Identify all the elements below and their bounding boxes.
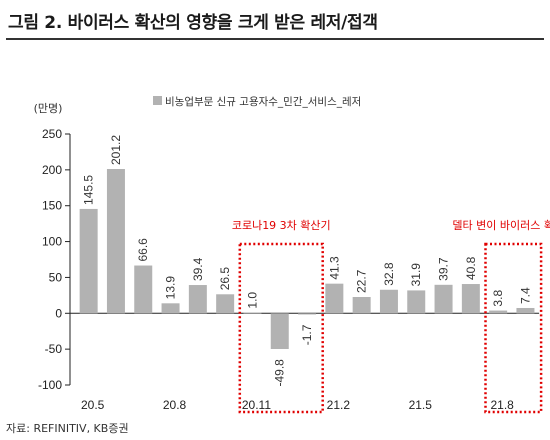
bar-data-label: 40.8 <box>464 256 478 280</box>
chart-bars <box>79 168 535 349</box>
annotation-label: 델타 변이 바이러스 확산기 <box>452 219 550 232</box>
bar <box>516 307 535 314</box>
bar-data-label: -49.8 <box>273 359 287 387</box>
legend-label: 비농업부문 신규 고용자수_민간_서비스_레저 <box>165 95 361 108</box>
source-note: 자료: REFINITIV, KB증권 <box>6 422 129 435</box>
legend-swatch <box>153 96 162 105</box>
y-tick-label: 150 <box>42 199 62 213</box>
bar <box>489 310 508 314</box>
annotation-label: 코로나19 3차 확산기 <box>232 219 331 232</box>
title-divider <box>6 38 544 40</box>
bar <box>270 313 289 349</box>
annotation-box <box>238 242 324 414</box>
bar-data-label: 32.8 <box>382 262 396 286</box>
bar-data-label: 1.0 <box>245 292 259 309</box>
y-tick-label: -100 <box>38 378 62 392</box>
x-tick-label: 20.8 <box>163 398 187 412</box>
bar-data-label: 26.5 <box>218 267 232 291</box>
bar-data-label: 201.2 <box>109 135 123 165</box>
bar <box>106 168 125 314</box>
y-axis-unit-label: (만명) <box>34 102 63 115</box>
bar-data-label: -1.7 <box>300 324 314 345</box>
bar <box>134 265 153 314</box>
bar-data-label: 3.8 <box>491 290 505 307</box>
y-tick-label: 200 <box>42 163 62 177</box>
bar-data-label: 13.9 <box>164 276 178 300</box>
bar <box>407 290 426 314</box>
x-tick-label: 20.11 <box>242 398 271 412</box>
bar-data-label: 39.7 <box>437 257 451 281</box>
x-tick-label: 21.8 <box>490 398 514 412</box>
bar <box>352 297 371 314</box>
bar-data-label: 7.4 <box>518 287 532 304</box>
y-tick-label: 250 <box>42 127 62 141</box>
chart-legend: 비농업부문 신규 고용자수_민간_서비스_레저 <box>153 95 361 108</box>
bar <box>216 294 235 314</box>
bar <box>379 289 398 314</box>
bar-data-label: 31.9 <box>409 263 423 287</box>
chart-axes: (만명) -100 -50 0 50 100 150 200 250 20.5 20.8 20.11 2… <box>34 102 540 412</box>
bar <box>461 284 480 314</box>
bar <box>243 312 262 314</box>
y-tick-label: 0 <box>55 306 62 320</box>
bar <box>434 284 453 314</box>
bar-data-label: 39.4 <box>191 257 205 281</box>
x-tick-label: 20.5 <box>81 398 105 412</box>
y-tick-label: 100 <box>42 235 62 249</box>
y-tick-label: -50 <box>45 342 63 356</box>
bar-data-label: 145.5 <box>82 175 96 205</box>
y-tick-label: 50 <box>49 270 63 284</box>
bar-data-label: 22.7 <box>355 269 369 293</box>
bar <box>188 285 207 314</box>
annotation-box <box>484 242 543 414</box>
bar <box>161 303 180 314</box>
chart-title: 그림 2. 바이러스 확산의 영향을 크게 받은 레저/접객 <box>8 13 378 33</box>
x-tick-label: 21.2 <box>327 398 351 412</box>
bar <box>325 283 344 314</box>
bar-data-label: 66.6 <box>136 238 150 262</box>
bar <box>79 208 98 314</box>
x-tick-label: 21.5 <box>409 398 433 412</box>
chart-annotations: 코로나19 3차 확산기 델타 변이 바이러스 확산기 <box>232 219 550 414</box>
chart-data-labels: 145.5 201.2 66.6 13.9 39.4 26.5 1.0 -49.8 -1.7 41… <box>82 135 533 387</box>
bar <box>298 313 317 315</box>
bar-data-label: 41.3 <box>327 256 341 280</box>
